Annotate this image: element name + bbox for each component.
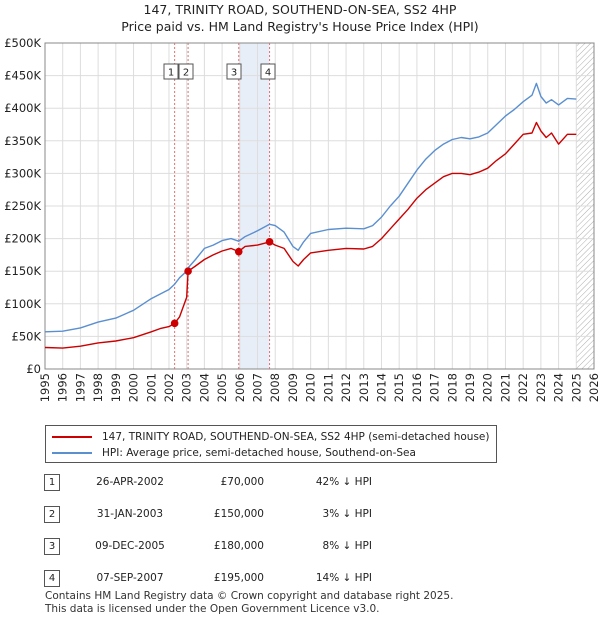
footer-copyright: Contains HM Land Registry data © Crown c… bbox=[45, 590, 454, 602]
x-tick-label: 2003 bbox=[180, 373, 194, 402]
x-tick-label: 2021 bbox=[498, 373, 512, 402]
x-tick-label: 2026 bbox=[587, 373, 600, 402]
x-tick-label: 1999 bbox=[109, 373, 123, 402]
legend-label-hpi: HPI: Average price, semi-detached house,… bbox=[102, 447, 416, 459]
table-row: 1 26-APR-2002 £70,000 42% ↓ HPI bbox=[42, 474, 562, 492]
transaction-label-number: 2 bbox=[183, 68, 189, 79]
y-tick-label: £450K bbox=[4, 69, 41, 83]
x-tick-label: 1997 bbox=[73, 373, 87, 402]
x-tick-label: 2017 bbox=[428, 373, 442, 402]
legend-label-price: 147, TRINITY ROAD, SOUTHEND-ON-SEA, SS2 … bbox=[102, 431, 490, 443]
x-tick-label: 2001 bbox=[144, 373, 158, 402]
transaction-point bbox=[170, 319, 179, 328]
transaction-hpi-diff: 3% ↓ HPI bbox=[322, 508, 372, 520]
x-tick-label: 2019 bbox=[463, 373, 477, 402]
x-tick-label: 2010 bbox=[304, 373, 318, 402]
transaction-price: £70,000 bbox=[220, 476, 264, 488]
x-tick-label: 2006 bbox=[233, 373, 247, 402]
y-tick-label: £150K bbox=[4, 264, 41, 278]
transaction-date: 26-APR-2002 bbox=[96, 476, 164, 488]
transaction-date: 07-SEP-2007 bbox=[96, 572, 164, 584]
transaction-price: £180,000 bbox=[213, 540, 264, 552]
transaction-price: £195,000 bbox=[213, 572, 264, 584]
transaction-label-box bbox=[260, 63, 276, 80]
transaction-date: 09-DEC-2005 bbox=[95, 540, 165, 552]
y-tick-label: £300K bbox=[4, 166, 41, 180]
x-tick-label: 1996 bbox=[56, 373, 70, 402]
footer-license: This data is licensed under the Open Gov… bbox=[45, 603, 380, 615]
y-tick-label: £100K bbox=[4, 297, 41, 311]
hpi-series-line bbox=[44, 82, 577, 333]
transaction-price: £150,000 bbox=[213, 508, 264, 520]
x-tick-label: 1995 bbox=[38, 373, 52, 402]
y-tick-label: £250K bbox=[4, 199, 41, 213]
transaction-label-box bbox=[178, 63, 194, 80]
transaction-hpi-diff: 42% ↓ HPI bbox=[315, 476, 372, 488]
x-tick-label: 2024 bbox=[552, 373, 566, 402]
transaction-hpi-diff: 14% ↓ HPI bbox=[315, 572, 372, 584]
y-tick-label: £350K bbox=[4, 134, 41, 148]
x-tick-label: 2002 bbox=[162, 373, 176, 402]
x-tick-label: 2013 bbox=[357, 373, 371, 402]
legend-item-price: 147, TRINITY ROAD, SOUTHEND-ON-SEA, SS2 … bbox=[52, 430, 490, 444]
transaction-number: 2 bbox=[44, 506, 60, 523]
x-tick-label: 2011 bbox=[321, 373, 335, 402]
x-tick-label: 2023 bbox=[534, 373, 548, 402]
transaction-point bbox=[184, 267, 192, 276]
transaction-number: 1 bbox=[44, 474, 60, 491]
chart-subtitle: Price paid vs. HM Land Registry's House … bbox=[121, 19, 479, 34]
y-tick-label: £400K bbox=[4, 101, 41, 115]
legend-item-hpi: HPI: Average price, semi-detached house,… bbox=[52, 446, 416, 460]
x-tick-label: 2008 bbox=[268, 373, 282, 402]
transaction-label-number: 1 bbox=[168, 68, 174, 79]
x-tick-label: 2014 bbox=[374, 373, 388, 402]
x-tick-label: 2025 bbox=[569, 373, 583, 402]
x-tick-label: 2004 bbox=[197, 373, 211, 402]
x-tick-label: 2020 bbox=[481, 373, 495, 402]
x-tick-label: 2018 bbox=[445, 373, 459, 402]
x-tick-label: 2000 bbox=[127, 373, 141, 402]
x-tick-label: 1998 bbox=[91, 373, 105, 402]
transaction-date: 31-JAN-2003 bbox=[96, 508, 164, 520]
transaction-number: 3 bbox=[44, 538, 60, 555]
x-tick-label: 2012 bbox=[339, 373, 353, 402]
x-tick-label: 2022 bbox=[516, 373, 530, 402]
y-tick-label: £500K bbox=[4, 36, 41, 50]
legend-swatch-hpi bbox=[52, 452, 92, 454]
table-row: 3 09-DEC-2005 £180,000 8% ↓ HPI bbox=[42, 538, 562, 556]
price-chart: £0 £50K £100K £150K £200K £250K £300K £350K £400… bbox=[4, 36, 600, 402]
x-tick-label: 2015 bbox=[392, 373, 406, 402]
chart-title: 147, TRINITY ROAD, SOUTHEND-ON-SEA, SS2 … bbox=[143, 2, 457, 17]
table-row: 4 07-SEP-2007 £195,000 14% ↓ HPI bbox=[42, 570, 562, 588]
transaction-point bbox=[265, 238, 274, 246]
transaction-label-box bbox=[163, 63, 179, 80]
x-tick-label: 2005 bbox=[215, 373, 229, 402]
y-tick-label: £200K bbox=[4, 232, 41, 246]
x-tick-label: 2009 bbox=[286, 373, 300, 402]
y-tick-label: £0 bbox=[26, 362, 41, 376]
transaction-number: 4 bbox=[44, 570, 60, 587]
plot-frame bbox=[44, 42, 595, 370]
transaction-label-number: 4 bbox=[265, 68, 271, 79]
transaction-label-number: 3 bbox=[231, 68, 237, 79]
y-tick-label: £50K bbox=[12, 329, 42, 343]
transaction-point bbox=[234, 247, 243, 256]
table-row: 2 31-JAN-2003 £150,000 3% ↓ HPI bbox=[42, 506, 562, 524]
transaction-label-box bbox=[226, 63, 242, 80]
transaction-hpi-diff: 8% ↓ HPI bbox=[322, 540, 372, 552]
x-tick-label: 2016 bbox=[410, 373, 424, 402]
x-tick-label: 2007 bbox=[251, 373, 265, 402]
chart-legend: 147, TRINITY ROAD, SOUTHEND-ON-SEA, SS2 … bbox=[45, 425, 497, 463]
legend-swatch-price bbox=[52, 436, 92, 438]
